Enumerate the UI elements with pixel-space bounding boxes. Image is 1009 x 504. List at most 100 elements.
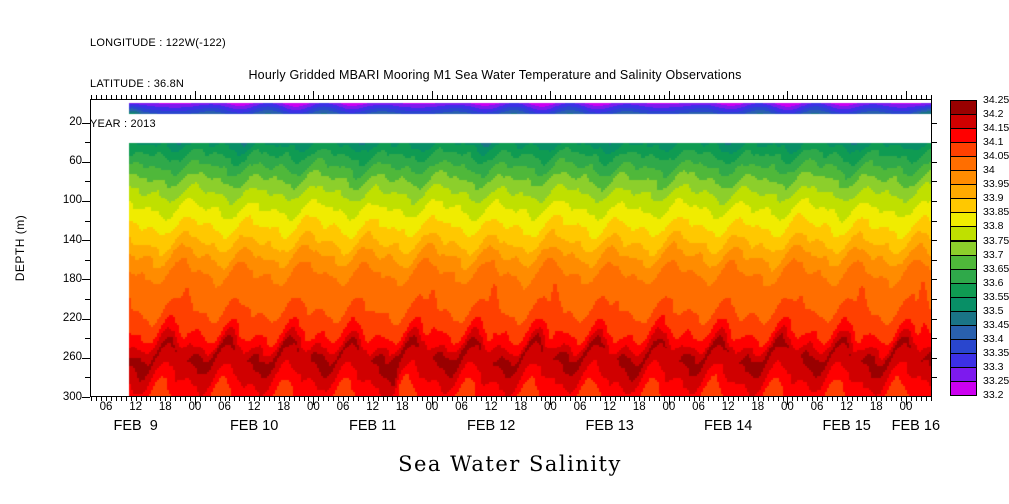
y-axis-tick-minor: [85, 259, 90, 261]
colorbar-label: 33.85: [983, 206, 1009, 219]
x-axis-tick-bottom: [599, 397, 601, 401]
x-axis-tick-bottom: [762, 397, 764, 401]
x-axis-tick-bottom: [570, 397, 572, 401]
x-axis-tick-bottom: [846, 397, 848, 401]
x-axis-tick-bottom: [693, 397, 695, 401]
y-axis-tick-major: [82, 279, 90, 281]
x-axis-tick-bottom: [323, 397, 325, 401]
y-axis-tick-major: [82, 200, 90, 202]
x-axis-tick-bottom: [268, 397, 270, 401]
x-axis-tick-top: [812, 95, 814, 99]
x-axis-tick-bottom: [417, 397, 419, 401]
x-axis-tick-bottom: [105, 397, 107, 401]
x-axis-tick-top: [930, 95, 932, 99]
x-axis-tick-top: [901, 95, 903, 99]
x-hour-label: 18: [277, 401, 291, 413]
x-axis-tick-bottom: [515, 397, 517, 401]
x-axis-tick-top: [130, 95, 132, 99]
x-axis-tick-top: [96, 95, 98, 99]
x-axis-tick-top: [110, 95, 112, 99]
x-axis-tick-bottom: [110, 397, 112, 401]
x-hour-label: 18: [869, 401, 883, 413]
x-axis-tick-top: [604, 95, 606, 99]
x-axis-tick-top: [199, 95, 201, 99]
x-axis-tick-bottom: [520, 397, 522, 401]
x-axis-tick-bottom: [189, 397, 191, 401]
x-axis-tick-bottom: [466, 397, 468, 401]
x-axis-tick-top: [441, 95, 443, 99]
x-date-label: FEB 13: [585, 418, 634, 434]
x-axis-tick-bottom: [382, 397, 384, 401]
x-date-label: FEB 11: [349, 418, 397, 434]
x-axis-tick-top: [920, 95, 922, 99]
x-hour-label: 00: [899, 401, 913, 413]
x-axis-tick-top: [194, 91, 196, 99]
x-axis-tick-bottom: [244, 397, 246, 401]
x-axis-tick-top: [540, 95, 542, 99]
x-axis-tick-top: [170, 95, 172, 99]
x-hour-label: 12: [603, 401, 617, 413]
x-axis-tick-bottom: [901, 397, 903, 401]
x-axis-tick-bottom: [782, 397, 784, 401]
x-axis-tick-bottom: [239, 397, 241, 401]
colorbar-cell: [950, 198, 977, 214]
x-axis-tick-top: [649, 95, 651, 99]
x-axis-tick-bottom: [175, 397, 177, 401]
x-axis-tick-bottom: [397, 397, 399, 401]
x-axis-tick-bottom: [668, 397, 670, 405]
y-axis-tick-major: [82, 397, 90, 398]
x-axis-tick-top: [713, 95, 715, 99]
x-axis-tick-top: [328, 95, 330, 99]
x-hour-label: 12: [129, 401, 143, 413]
x-axis-tick-top: [910, 95, 912, 99]
colorbar-label: 33.2: [983, 389, 1004, 402]
x-axis-tick-top: [777, 95, 779, 99]
x-axis-tick-bottom: [145, 397, 147, 401]
colorbar-label: 33.6: [983, 276, 1004, 289]
x-axis-tick-top: [545, 95, 547, 99]
y-axis-tick-right: [932, 357, 937, 359]
x-axis-tick-top: [743, 95, 744, 99]
x-axis-tick-top: [575, 95, 577, 99]
x-axis-tick-top: [249, 95, 251, 99]
x-axis-tick-top: [817, 95, 819, 99]
x-axis-tick-bottom: [150, 397, 152, 401]
x-axis-tick-bottom: [555, 397, 557, 401]
x-axis-tick-bottom: [752, 397, 754, 401]
y-axis-tick-major: [82, 240, 90, 242]
x-axis-tick-bottom: [436, 397, 438, 401]
x-axis-tick-bottom: [510, 397, 512, 401]
x-axis-tick-top: [451, 95, 453, 99]
x-axis-tick-top: [733, 95, 735, 99]
x-axis-tick-top: [570, 95, 572, 99]
x-axis-tick-bottom: [831, 397, 833, 401]
x-axis-tick-top: [639, 95, 641, 99]
x-axis-tick-bottom: [308, 397, 310, 401]
colorbar-label: 33.65: [983, 262, 1009, 275]
x-axis-tick-bottom: [580, 397, 582, 401]
x-axis-tick-top: [580, 95, 582, 99]
x-axis-tick-bottom: [249, 397, 251, 401]
x-axis-tick-bottom: [283, 397, 285, 401]
x-axis-tick-top: [757, 95, 759, 99]
x-axis-tick-top: [278, 95, 280, 99]
x-axis-tick-bottom: [856, 397, 858, 401]
x-axis-tick-top: [550, 91, 552, 99]
x-axis-tick-top: [318, 95, 320, 99]
x-axis-tick-bottom: [402, 397, 404, 401]
x-axis-tick-bottom: [229, 397, 231, 401]
x-hour-label: 12: [247, 401, 261, 413]
x-axis-tick-bottom: [777, 397, 779, 401]
x-axis-tick-top: [822, 95, 823, 99]
x-axis-tick-bottom: [767, 397, 769, 401]
y-tick-label: 300: [62, 390, 82, 403]
x-axis-tick-bottom: [303, 397, 305, 401]
x-axis-tick-top: [772, 95, 774, 99]
x-axis-tick-top: [896, 95, 898, 99]
x-axis-tick-top: [723, 95, 725, 99]
x-axis-tick-bottom: [540, 397, 542, 401]
x-axis-tick-top: [826, 95, 828, 99]
x-axis-tick-top: [352, 95, 354, 99]
y-tick-label: 60: [69, 155, 82, 168]
x-axis-tick-bottom: [545, 397, 547, 401]
